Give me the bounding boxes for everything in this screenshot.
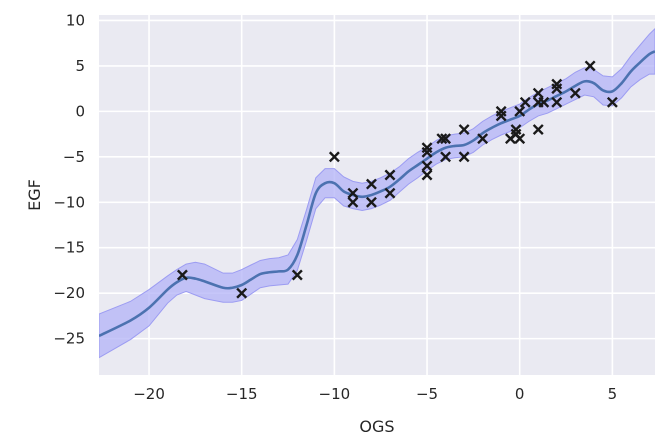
data-point xyxy=(384,169,396,181)
mean-line xyxy=(99,50,655,338)
x-tick-label: −5 xyxy=(416,385,438,403)
y-tick-label: −25 xyxy=(53,330,85,348)
tick-labels: −20 −15 −10 −5 0 5 −25 −20 −15 −10 −5 0 5 10 xyxy=(53,11,617,403)
data-point xyxy=(551,96,563,108)
x-tick-label: −15 xyxy=(226,385,258,403)
data-point xyxy=(347,187,359,199)
data-point xyxy=(365,196,377,208)
x-tick-label: 5 xyxy=(608,385,618,403)
data-point xyxy=(519,96,531,108)
data-point xyxy=(176,269,188,281)
data-point xyxy=(532,87,544,99)
data-point xyxy=(532,124,544,135)
data-point xyxy=(551,83,563,95)
y-tick-label: −10 xyxy=(53,193,85,211)
data-points xyxy=(176,60,618,299)
data-point xyxy=(291,269,303,281)
data-point xyxy=(477,133,489,145)
x-axis-label: OGS xyxy=(359,417,394,436)
data-point xyxy=(538,96,550,108)
data-point xyxy=(495,110,507,122)
data-point xyxy=(440,151,452,163)
data-point xyxy=(421,146,433,158)
data-point xyxy=(236,287,248,299)
data-point xyxy=(606,96,618,108)
mean-line-path xyxy=(99,50,655,338)
x-tick-label: −10 xyxy=(319,385,351,403)
data-point xyxy=(440,133,452,145)
y-tick-label: −15 xyxy=(53,239,85,257)
data-point xyxy=(584,60,596,72)
data-point xyxy=(458,124,470,135)
y-tick-label: −5 xyxy=(63,148,85,166)
data-point xyxy=(514,105,526,117)
data-point xyxy=(510,124,522,135)
x-tick-label: −20 xyxy=(133,385,165,403)
x-tick-label: 0 xyxy=(515,385,525,403)
data-point xyxy=(347,196,359,208)
data-point xyxy=(328,151,340,163)
data-point xyxy=(384,187,396,199)
data-point xyxy=(421,169,433,181)
data-point xyxy=(365,178,377,190)
data-point xyxy=(421,160,433,172)
data-point xyxy=(514,133,526,145)
y-tick-label: 5 xyxy=(75,57,85,75)
data-point xyxy=(569,87,581,99)
y-tick-label: −20 xyxy=(53,284,85,302)
data-point xyxy=(458,151,470,163)
y-axis-label: EGF xyxy=(25,179,44,211)
data-point xyxy=(436,133,448,145)
y-tick-label: 10 xyxy=(66,11,85,29)
y-tick-label: 0 xyxy=(75,102,85,120)
